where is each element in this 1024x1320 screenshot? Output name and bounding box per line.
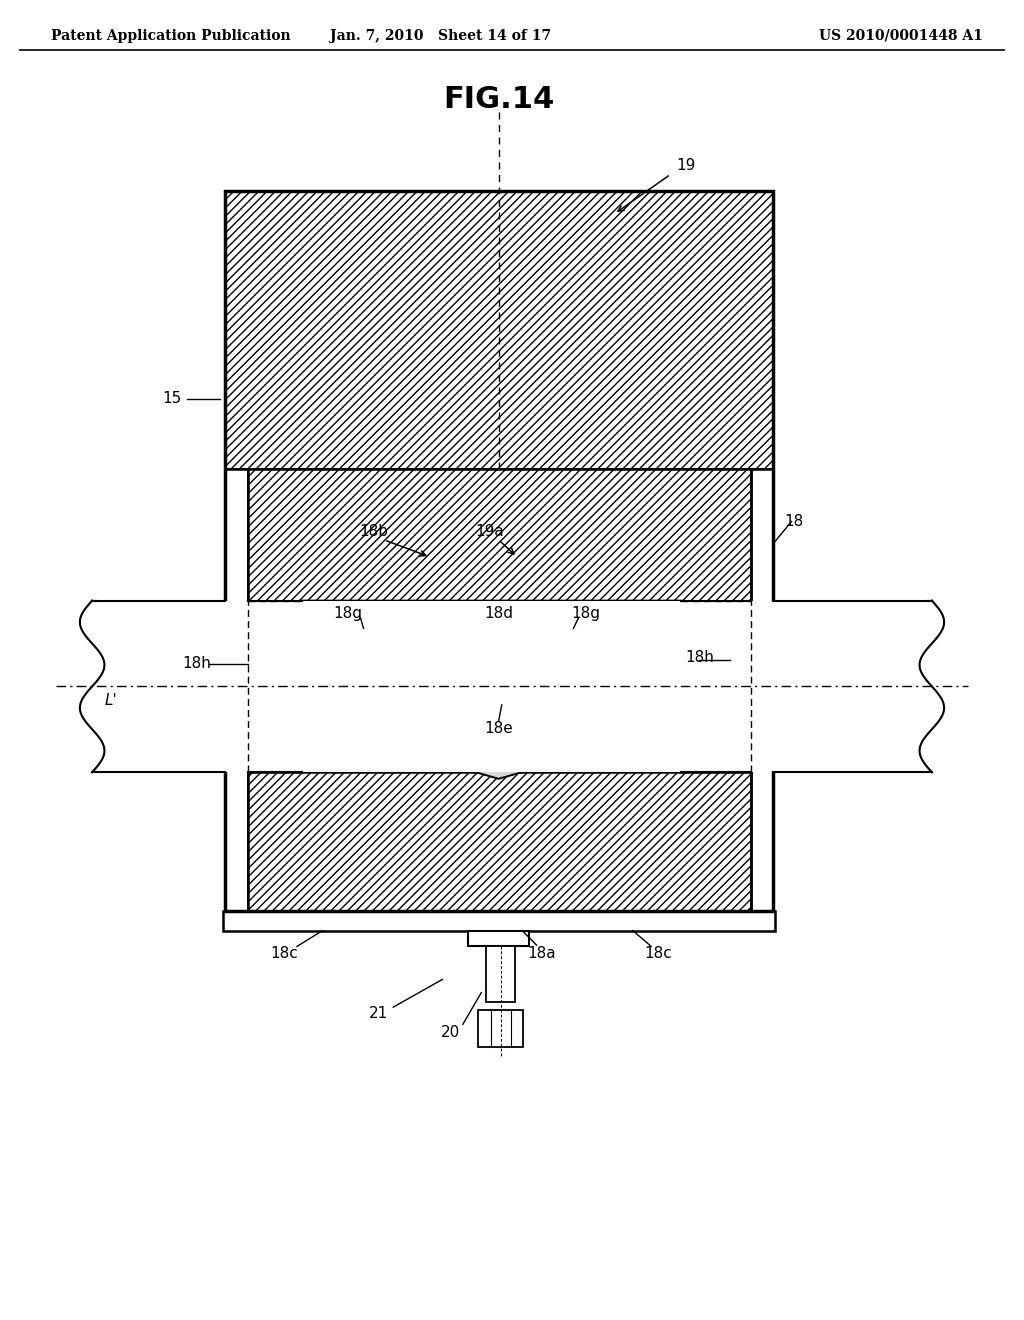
Bar — [751, 469, 773, 911]
Text: 18g: 18g — [334, 606, 362, 622]
Text: 18: 18 — [784, 513, 803, 529]
Bar — [82, 601, 942, 772]
Bar — [225, 469, 248, 911]
Text: 18c: 18c — [644, 945, 673, 961]
Polygon shape — [302, 601, 681, 719]
Bar — [225, 191, 773, 469]
Text: FIG.14: FIG.14 — [443, 84, 554, 114]
Bar — [478, 1010, 523, 1047]
Text: US 2010/0001448 A1: US 2010/0001448 A1 — [819, 29, 983, 42]
Bar — [248, 469, 751, 601]
Bar — [225, 191, 773, 469]
Text: 18d: 18d — [484, 606, 513, 622]
Text: 18h: 18h — [685, 649, 714, 665]
Bar — [225, 469, 248, 911]
Text: L': L' — [104, 693, 117, 708]
Text: Patent Application Publication: Patent Application Publication — [51, 29, 291, 42]
Polygon shape — [307, 700, 676, 779]
Bar — [486, 946, 515, 1002]
Bar — [468, 931, 529, 946]
Bar — [225, 469, 248, 911]
Text: 21: 21 — [370, 1006, 388, 1022]
Text: 19a: 19a — [475, 524, 504, 540]
Text: 18e: 18e — [484, 721, 513, 737]
Bar — [248, 772, 751, 911]
Text: 15: 15 — [163, 391, 181, 407]
Text: 19: 19 — [677, 157, 695, 173]
Bar — [225, 191, 773, 911]
Text: Jan. 7, 2010   Sheet 14 of 17: Jan. 7, 2010 Sheet 14 of 17 — [330, 29, 551, 42]
Text: 18a: 18a — [527, 945, 556, 961]
Bar — [248, 772, 751, 911]
Text: 20: 20 — [441, 1024, 460, 1040]
Bar — [248, 469, 751, 601]
Text: 18h: 18h — [182, 656, 211, 672]
Text: 18c: 18c — [270, 945, 299, 961]
Bar — [248, 601, 751, 772]
Text: 18g: 18g — [571, 606, 600, 622]
Text: 18b: 18b — [359, 524, 388, 540]
Bar — [223, 911, 775, 931]
